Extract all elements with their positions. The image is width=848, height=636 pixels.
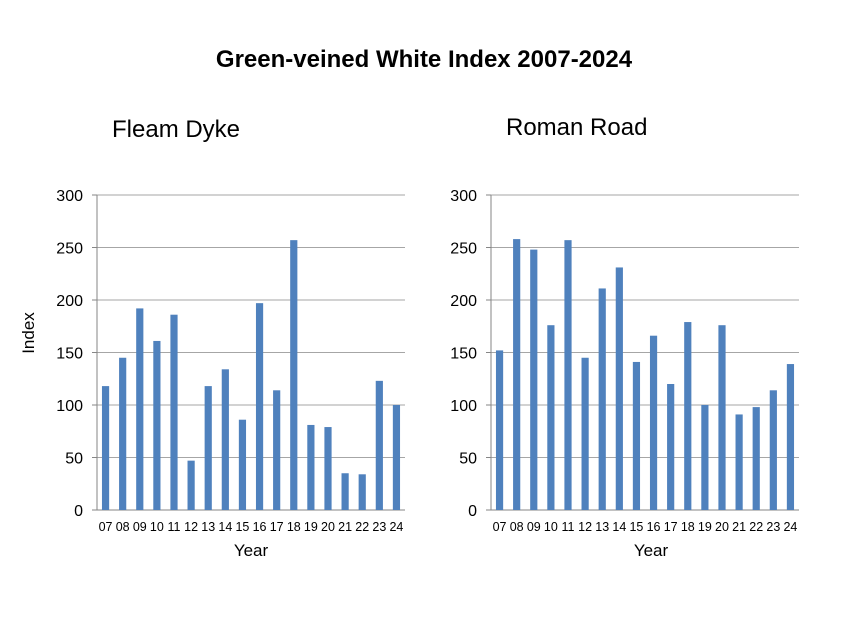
roman-road-xtick-label: 20	[715, 520, 729, 534]
panel-title-fleam-dyke: Fleam Dyke	[112, 116, 241, 143]
fleam-dyke-bar-11	[170, 314, 178, 510]
roman-road-xtick-label: 13	[595, 520, 609, 534]
fleam-dyke-xtick-label: 14	[218, 520, 232, 534]
fleam-dyke-xtick-label: 16	[253, 520, 267, 534]
roman-road-bar-23	[769, 390, 777, 510]
fleam-dyke-xtick-label: 24	[389, 520, 403, 534]
roman-road-xtick-label: 22	[749, 520, 763, 534]
roman-road-xtick-label: 15	[629, 520, 643, 534]
roman-road-bar-20	[718, 325, 726, 510]
fleam-dyke-bar-20	[324, 427, 332, 510]
fleam-dyke-ytick-label: 200	[56, 293, 83, 310]
roman-road-bar-08	[513, 239, 521, 510]
fleam-dyke-bar-21	[341, 473, 349, 510]
fleam-dyke-xtick-label: 17	[270, 520, 284, 534]
roman-road-bar-12	[581, 357, 589, 510]
fleam-dyke-xtick-label: 21	[338, 520, 352, 534]
roman-road-xtick-label: 19	[698, 520, 712, 534]
fleam-dyke-y-axis-label: Index	[19, 312, 38, 354]
fleam-dyke-xtick-label: 11	[168, 520, 181, 534]
fleam-dyke-bar-18	[290, 240, 298, 510]
fleam-dyke-xtick-label: 23	[372, 520, 386, 534]
fleam-dyke-xtick-label: 10	[150, 520, 164, 534]
fleam-dyke-bar-16	[255, 303, 264, 510]
roman-road-bar-11	[564, 240, 572, 510]
fleam-dyke-xtick-label: 18	[287, 520, 301, 534]
fleam-dyke-bar-22	[358, 474, 366, 510]
fleam-dyke-bar-14	[221, 369, 229, 510]
fleam-dyke-ytick-label: 0	[74, 503, 83, 520]
roman-road-xtick-label: 24	[783, 520, 797, 534]
roman-road-xtick-label: 08	[510, 520, 524, 534]
roman-road-ytick-label: 200	[450, 293, 477, 310]
fleam-dyke-xtick-label: 22	[355, 520, 369, 534]
roman-road-ytick-label: 100	[450, 398, 477, 415]
roman-road-bar-15	[632, 361, 641, 510]
fleam-dyke-xtick-label: 09	[133, 520, 147, 534]
roman-road-xtick-label: 21	[732, 520, 746, 534]
fleam-dyke-ytick-label: 50	[65, 451, 83, 468]
roman-road-ytick-label: 150	[450, 346, 477, 363]
fleam-dyke-bar-07	[101, 386, 110, 510]
roman-road-xtick-label: 10	[544, 520, 558, 534]
fleam-dyke-xtick-label: 15	[235, 520, 249, 534]
roman-road-bar-09	[530, 249, 538, 510]
fleam-dyke-xtick-label: 12	[184, 520, 198, 534]
roman-road-bar-14	[615, 267, 623, 510]
roman-road-bar-19	[701, 405, 709, 510]
fleam-dyke-xtick-label: 20	[321, 520, 335, 534]
fleam-dyke-bar-15	[238, 419, 247, 510]
roman-road-ytick-label: 0	[468, 503, 477, 520]
fleam-dyke-ytick-label: 100	[56, 398, 83, 415]
roman-road-xtick-label: 18	[681, 520, 695, 534]
fleam-dyke-bar-19	[307, 424, 315, 510]
chart-title: Green-veined White Index 2007-2024	[215, 46, 633, 73]
fleam-dyke-bar-17	[273, 390, 281, 510]
fleam-dyke-ytick-label: 250	[56, 241, 83, 258]
roman-road-xtick-label: 11	[562, 520, 575, 534]
roman-road-xtick-label: 23	[766, 520, 780, 534]
fleam-dyke-xtick-label: 13	[201, 520, 215, 534]
roman-road-bar-13	[598, 288, 606, 510]
roman-road-ytick-label: 300	[450, 188, 477, 205]
roman-road-bar-22	[752, 407, 760, 510]
fleam-dyke-xtick-label: 07	[99, 520, 113, 534]
fleam-dyke-xtick-label: 19	[304, 520, 318, 534]
roman-road-xtick-label: 09	[527, 520, 541, 534]
fleam-dyke-bar-10	[153, 340, 161, 510]
fleam-dyke-ytick-label: 150	[56, 346, 83, 363]
roman-road-bar-17	[667, 384, 675, 510]
roman-road-xtick-label: 07	[493, 520, 507, 534]
fleam-dyke-bar-24	[392, 405, 401, 510]
fleam-dyke-ytick-label: 300	[56, 188, 83, 205]
fleam-dyke-bar-08	[119, 357, 127, 510]
roman-road-bar-07	[495, 350, 504, 510]
fleam-dyke-xtick-label: 08	[116, 520, 130, 534]
roman-road-xtick-label: 14	[612, 520, 626, 534]
roman-road-bar-24	[786, 364, 795, 510]
roman-road-x-axis-label: Year	[634, 541, 669, 560]
roman-road-bar-21	[735, 414, 743, 510]
fleam-dyke-bar-23	[375, 380, 383, 510]
fleam-dyke-bar-09	[136, 308, 144, 510]
roman-road-xtick-label: 16	[647, 520, 661, 534]
roman-road-ytick-label: 50	[459, 451, 477, 468]
roman-road-xtick-label: 17	[664, 520, 678, 534]
roman-road-bar-10	[547, 325, 555, 510]
roman-road-xtick-label: 12	[578, 520, 592, 534]
panel-title-roman-road: Roman Road	[506, 114, 648, 141]
fleam-dyke-bar-12	[187, 460, 195, 510]
fleam-dyke-bar-13	[204, 386, 212, 510]
roman-road-bar-18	[684, 322, 692, 510]
fleam-dyke-x-axis-label: Year	[234, 541, 269, 560]
roman-road-bar-16	[649, 335, 658, 510]
roman-road-ytick-label: 250	[450, 241, 477, 258]
